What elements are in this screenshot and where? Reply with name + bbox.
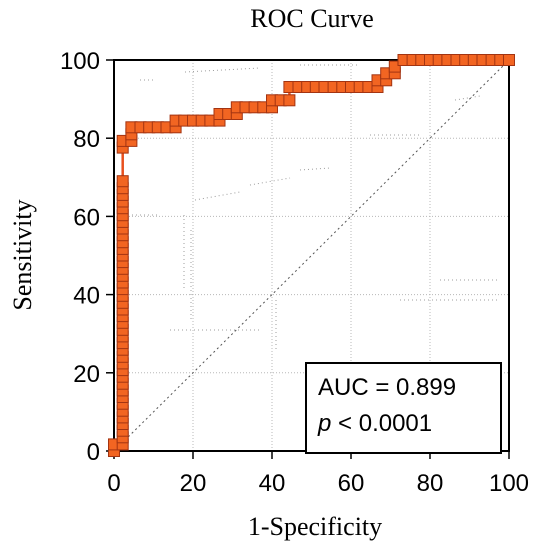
roc-point — [388, 60, 401, 73]
decorative-dotted-line — [249, 177, 291, 186]
decorative-dotted-lines — [120, 64, 500, 350]
grid-layer — [114, 60, 509, 451]
x-tick-label: 60 — [338, 470, 365, 497]
p-value-label: p < 0.0001 — [317, 410, 432, 437]
y-tick-label: 40 — [73, 283, 100, 310]
y-tick-label: 100 — [60, 48, 100, 75]
axis-ticks: 0 20 40 60 80 100 0 20 40 60 80 100 — [60, 48, 529, 497]
roc-series — [108, 54, 515, 457]
x-axis-label: 1-Specificity — [248, 512, 382, 541]
decorative-dotted-line — [194, 191, 241, 201]
y-tick-label: 0 — [87, 439, 100, 466]
chart-title: ROC Curve — [250, 4, 374, 33]
roc-point — [116, 175, 129, 188]
annotation-frame — [305, 362, 502, 454]
x-tick-label: 80 — [417, 470, 444, 497]
y-tick-label: 60 — [73, 204, 100, 231]
p-symbol: p — [317, 410, 331, 437]
x-tick-label: 20 — [180, 470, 207, 497]
p-value-text: < 0.0001 — [338, 410, 432, 437]
y-axis-label: Sensitivity — [8, 199, 37, 310]
roc-point — [283, 94, 296, 107]
x-tick-label: 100 — [489, 470, 529, 497]
auc-label: AUC = 0.899 — [318, 374, 456, 401]
decorative-dotted-line — [454, 95, 481, 101]
y-tick-label: 20 — [73, 361, 100, 388]
annotation-box: AUC = 0.899 p < 0.0001 — [305, 362, 502, 454]
roc-markers — [108, 54, 515, 457]
x-tick-label: 40 — [259, 470, 286, 497]
x-tick-label: 0 — [107, 470, 120, 497]
roc-point — [503, 54, 515, 66]
decorative-dotted-line — [299, 167, 331, 171]
y-tick-label: 80 — [73, 126, 100, 153]
decorative-dotted-line — [184, 67, 261, 73]
